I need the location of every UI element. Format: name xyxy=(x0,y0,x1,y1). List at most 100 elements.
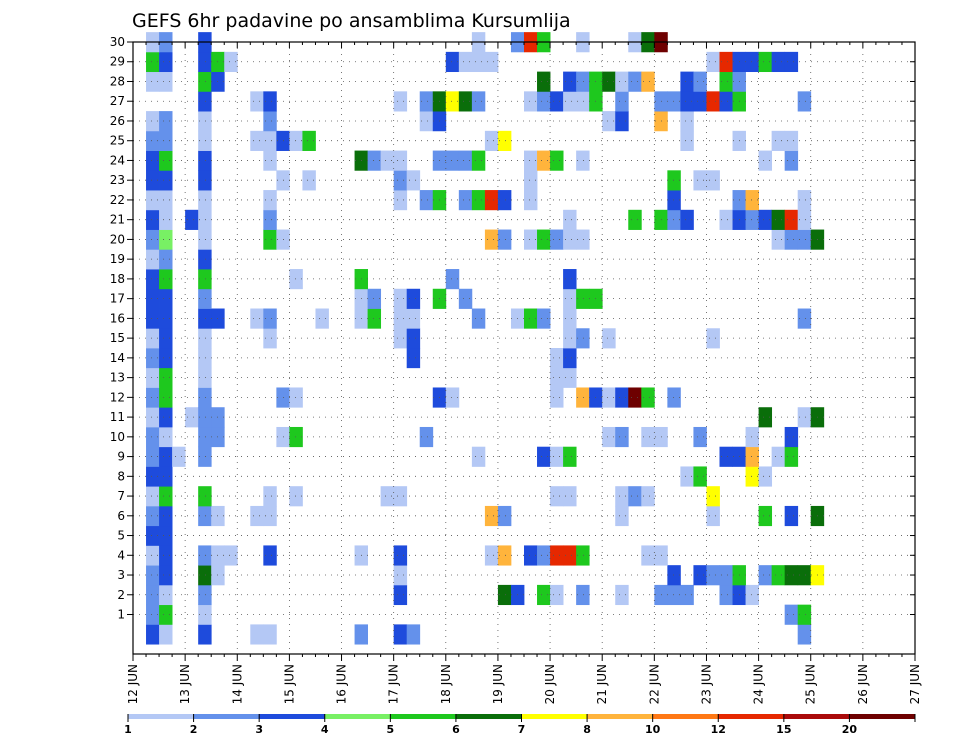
precip-cell xyxy=(667,190,681,211)
precip-cell xyxy=(198,505,212,527)
precip-cell xyxy=(159,367,173,388)
precip-cell xyxy=(159,249,173,270)
precip-cell xyxy=(224,545,238,566)
precip-cell xyxy=(719,209,733,230)
precip-cell xyxy=(550,446,564,467)
precip-cell xyxy=(537,71,551,92)
precip-cell xyxy=(563,367,577,388)
precip-cell xyxy=(667,170,681,191)
precip-cell xyxy=(198,584,212,606)
precip-cell xyxy=(797,91,812,112)
precip-cell xyxy=(445,51,460,73)
precip-cell xyxy=(758,407,773,428)
precip-cell xyxy=(771,209,786,230)
precip-cell xyxy=(146,229,160,250)
precip-cell xyxy=(771,51,786,73)
precip-cell xyxy=(471,150,486,171)
precip-cell xyxy=(393,486,408,507)
precip-cell xyxy=(302,130,316,151)
precip-cell xyxy=(784,51,799,73)
precip-cell xyxy=(471,446,486,467)
precip-cell xyxy=(497,190,512,211)
precip-cell xyxy=(615,426,629,448)
precip-cell xyxy=(784,446,799,467)
y-tick-label: 25 xyxy=(110,134,125,148)
precip-cell xyxy=(263,505,277,527)
precip-cell xyxy=(628,387,642,408)
precip-cell xyxy=(484,51,499,73)
precip-cell xyxy=(159,328,173,349)
y-tick-label: 13 xyxy=(110,371,125,385)
legend-label: 4 xyxy=(321,723,329,736)
precip-cell xyxy=(680,466,694,487)
precip-cell xyxy=(159,229,173,250)
precip-cell xyxy=(537,584,551,606)
precip-cell xyxy=(484,229,499,250)
precip-cell xyxy=(159,150,173,171)
precip-cell xyxy=(719,71,733,92)
y-tick-label: 26 xyxy=(110,114,125,128)
precip-cell xyxy=(146,170,160,191)
precip-cell xyxy=(263,91,277,112)
precip-cell xyxy=(263,624,277,645)
precip-cell xyxy=(159,190,173,211)
legend-label: 8 xyxy=(583,723,591,736)
precip-cell xyxy=(250,505,264,527)
precip-cell xyxy=(680,71,694,92)
precip-cell xyxy=(185,407,199,428)
precip-cell xyxy=(797,624,812,645)
x-tick-label: 14 JUN xyxy=(230,664,244,704)
precip-cell xyxy=(745,51,759,73)
x-tick-label: 17 JUN xyxy=(387,664,401,704)
precip-cell xyxy=(198,387,212,408)
precip-cell xyxy=(693,170,707,191)
precip-cell xyxy=(537,91,551,112)
precip-cell xyxy=(524,229,538,250)
precip-cell xyxy=(576,288,590,309)
legend-swatch xyxy=(587,714,653,719)
precip-cell xyxy=(393,170,408,191)
y-tick-label: 5 xyxy=(117,529,125,543)
x-axis: 12 JUN 13 JUN 14 JUN 15 JUN 16 JUN 17 JUN 18 J… xyxy=(126,42,922,704)
precip-cell xyxy=(784,229,799,250)
precip-cell xyxy=(693,426,707,448)
precip-cell xyxy=(680,91,694,112)
y-tick-label: 1 xyxy=(117,608,125,622)
precip-cell xyxy=(641,486,655,507)
precip-cell xyxy=(758,466,773,487)
precip-cell xyxy=(263,111,277,132)
precip-cell xyxy=(628,486,642,507)
precip-cell xyxy=(602,328,616,349)
precip-cell xyxy=(146,150,160,171)
precip-cell xyxy=(159,387,173,408)
precip-cell xyxy=(354,624,368,645)
precip-cell xyxy=(497,584,512,606)
precip-cell xyxy=(393,565,408,586)
precip-cell xyxy=(784,150,799,171)
precip-cell xyxy=(680,584,694,606)
precip-cell xyxy=(159,426,173,448)
precip-cell xyxy=(615,387,629,408)
x-tick-label: 18 JUN xyxy=(439,664,453,704)
precip-cell xyxy=(667,387,681,408)
legend-label: 6 xyxy=(452,723,460,736)
precip-cell xyxy=(146,545,160,566)
precip-cell xyxy=(159,209,173,230)
legend-swatch xyxy=(718,714,785,719)
precip-cell xyxy=(198,229,212,250)
precip-cell xyxy=(198,111,212,132)
precip-cell xyxy=(758,565,773,586)
precip-cell xyxy=(471,190,486,211)
precip-cell xyxy=(250,308,264,329)
precip-cell xyxy=(393,624,408,645)
precip-cell xyxy=(484,130,499,151)
precip-cell xyxy=(367,150,382,171)
precip-cell xyxy=(719,51,733,73)
precip-cell xyxy=(576,71,590,92)
y-tick-label: 30 xyxy=(110,35,125,49)
precip-cell xyxy=(484,505,499,527)
precip-cell xyxy=(159,446,173,467)
y-tick-label: 11 xyxy=(110,410,125,424)
precip-cell xyxy=(550,150,564,171)
precip-cell xyxy=(550,387,564,408)
